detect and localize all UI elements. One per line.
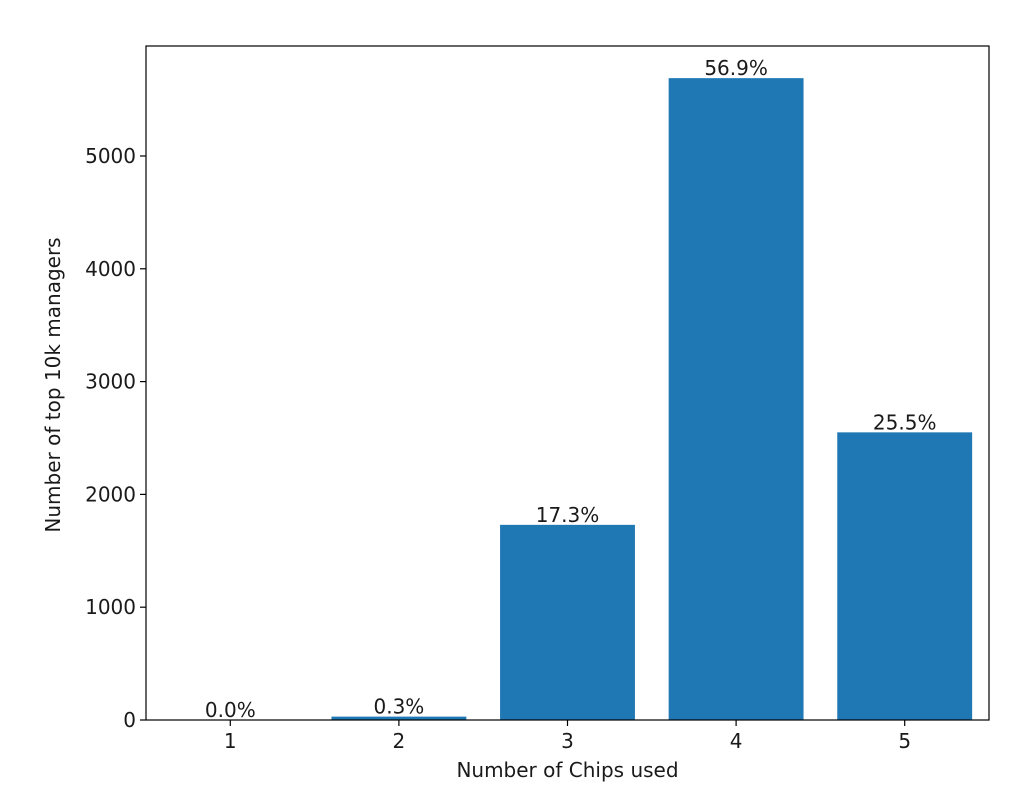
data-label-2: 0.3% xyxy=(373,695,424,719)
bar-2 xyxy=(331,716,467,720)
data-label-5: 25.5% xyxy=(873,410,937,434)
y-tick-label-2000: 2000 xyxy=(85,482,136,506)
y-axis-label: Number of top 10k managers xyxy=(41,237,65,532)
bar-4 xyxy=(668,78,804,721)
x-tick-label-5: 5 xyxy=(898,729,911,753)
y-tick-label-4000: 4000 xyxy=(85,257,136,281)
data-label-1: 0.0% xyxy=(205,698,256,722)
x-axis-ticks: 1 2 3 4 5 xyxy=(224,720,911,753)
bar-3 xyxy=(500,524,635,720)
x-tick-label-3: 3 xyxy=(561,729,574,753)
x-tick-label-4: 4 xyxy=(730,729,743,753)
bar-5 xyxy=(837,432,973,720)
y-tick-label-0: 0 xyxy=(123,708,136,732)
x-tick-label-2: 2 xyxy=(393,729,406,753)
x-tick-label-1: 1 xyxy=(224,729,237,753)
data-labels-group: 0.0% 0.3% 17.3% 56.9% 25.5% xyxy=(205,56,937,722)
y-axis-ticks: 0 1000 2000 3000 4000 5000 xyxy=(85,144,146,732)
y-tick-label-5000: 5000 xyxy=(85,144,136,168)
data-label-3: 17.3% xyxy=(536,503,600,527)
plot-frame xyxy=(145,45,990,721)
y-tick-label-1000: 1000 xyxy=(85,595,136,619)
x-axis-label: Number of Chips used xyxy=(456,758,678,782)
data-label-4: 56.9% xyxy=(704,56,768,80)
bars-group xyxy=(162,78,973,721)
y-tick-label-3000: 3000 xyxy=(85,370,136,394)
